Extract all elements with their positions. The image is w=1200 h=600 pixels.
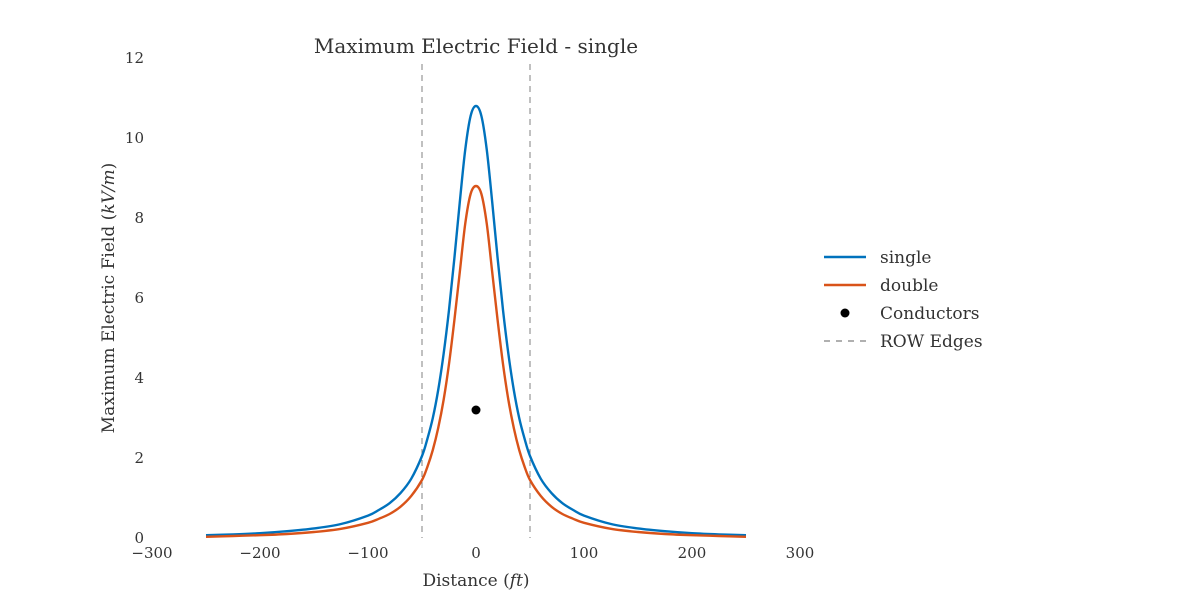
x-tick-label: 100 [570, 544, 599, 562]
x-axis-label: Distance (ft) [422, 571, 529, 591]
y-tick-label: 6 [134, 289, 144, 307]
conductor-point-0 [471, 405, 481, 415]
series-lines [205, 104, 747, 538]
y-tick-label: 2 [134, 449, 144, 467]
legend-label-double: double [880, 276, 938, 296]
legend-label-single: single [880, 248, 932, 268]
y-tick-label: 0 [134, 529, 144, 547]
legend-swatch-conductors [840, 308, 850, 318]
conductor-points [471, 405, 481, 415]
legend-label-row-edges: ROW Edges [880, 332, 983, 352]
legend: single double Conductors ROW Edges [824, 248, 983, 352]
y-tick-label: 10 [125, 129, 144, 147]
x-tick-label: −100 [347, 544, 388, 562]
y-tick-label: 4 [134, 369, 144, 387]
y-axis-ticks: 0 2 4 6 8 10 12 [125, 49, 144, 547]
x-tick-label: 200 [678, 544, 707, 562]
x-tick-label: 300 [786, 544, 815, 562]
series-line-double [205, 184, 747, 538]
series-line-single [205, 104, 747, 537]
x-tick-label: −300 [131, 544, 172, 562]
y-axis-label: Maximum Electric Field (kV/m) [99, 163, 119, 434]
x-tick-label: 0 [471, 544, 481, 562]
x-tick-label: −200 [239, 544, 280, 562]
y-tick-label: 12 [125, 49, 144, 67]
x-axis-ticks: −300 −200 −100 0 100 200 300 [131, 544, 814, 562]
y-tick-label: 8 [134, 209, 144, 227]
row-edges [421, 64, 531, 538]
legend-label-conductors: Conductors [880, 304, 979, 324]
chart-title: Maximum Electric Field - single [314, 34, 638, 58]
